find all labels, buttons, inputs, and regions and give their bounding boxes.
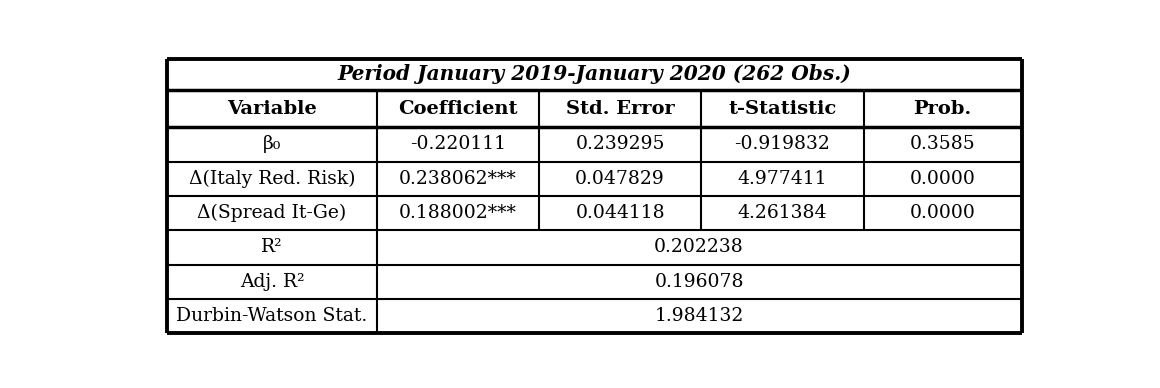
Text: 1.984132: 1.984132 <box>654 307 744 325</box>
Text: -0.919832: -0.919832 <box>734 135 831 153</box>
Text: Δ(Spread It-Ge): Δ(Spread It-Ge) <box>197 204 347 222</box>
Text: 4.977411: 4.977411 <box>738 170 827 188</box>
Text: 0.044118: 0.044118 <box>575 204 665 222</box>
Text: Variable: Variable <box>227 100 317 118</box>
Text: Adj. R²: Adj. R² <box>240 273 304 291</box>
Text: 0.202238: 0.202238 <box>654 239 744 256</box>
Text: Δ(Italy Red. Risk): Δ(Italy Red. Risk) <box>189 170 355 188</box>
Text: t-Statistic: t-Statistic <box>728 100 836 118</box>
Text: 0.047829: 0.047829 <box>575 170 665 188</box>
Text: 4.261384: 4.261384 <box>738 204 827 222</box>
Text: Prob.: Prob. <box>913 100 972 118</box>
Text: 0.188002***: 0.188002*** <box>399 204 517 222</box>
Text: Std. Error: Std. Error <box>566 100 674 118</box>
Text: 0.0000: 0.0000 <box>909 170 976 188</box>
Text: R²: R² <box>261 239 283 256</box>
Text: 0.196078: 0.196078 <box>654 273 744 291</box>
Text: Period January 2019-January 2020 (262 Obs.): Period January 2019-January 2020 (262 Ob… <box>338 64 851 84</box>
Text: β₀: β₀ <box>263 135 281 153</box>
Text: 0.239295: 0.239295 <box>575 135 665 153</box>
Text: 0.238062***: 0.238062*** <box>399 170 516 188</box>
Text: -0.220111: -0.220111 <box>409 135 506 153</box>
Text: 0.3585: 0.3585 <box>909 135 976 153</box>
Text: 0.0000: 0.0000 <box>909 204 976 222</box>
Text: Coefficient: Coefficient <box>398 100 517 118</box>
Text: Durbin-Watson Stat.: Durbin-Watson Stat. <box>176 307 368 325</box>
